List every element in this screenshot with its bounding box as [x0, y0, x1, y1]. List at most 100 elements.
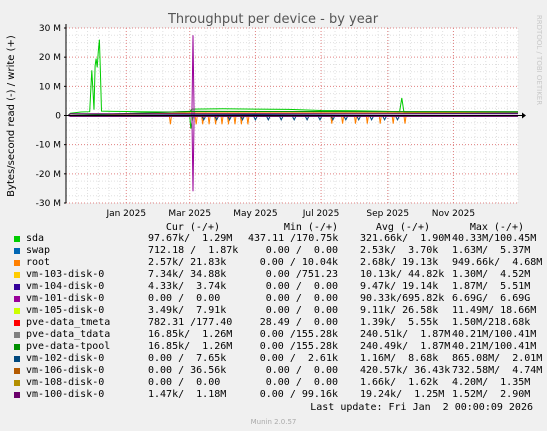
legend-min: 0.00 / 0.00: [265, 365, 338, 376]
legend-avg: 1.16M/ 8.68k: [360, 353, 439, 364]
legend-swatch: [14, 356, 20, 362]
legend-name: sda: [26, 233, 45, 244]
legend-name: vm-104-disk-0: [26, 281, 105, 292]
x-tick-label: Mar 2025: [168, 209, 211, 219]
legend-swatch: [14, 332, 20, 338]
legend-max: 1.52M/ 2.90M: [452, 389, 531, 400]
legend-name: vm-106-disk-0: [26, 365, 105, 376]
legend-avg: 10.13k/ 44.82k: [360, 269, 445, 280]
legend-row: root 2.57k/ 21.83k 0.00 / 10.04k 2.68k/ 19.…: [0, 257, 547, 269]
legend-row: vm-103-disk-0 7.34k/ 34.88k 0.00 /751.23 10…: [0, 269, 547, 281]
legend-swatch: [14, 236, 20, 242]
legend-min: 0.00 / 2.61k: [259, 353, 338, 364]
legend-row: vm-106-disk-0 0.00 / 36.56k 0.00 / 0.00 420…: [0, 365, 547, 377]
legend-row: vm-102-disk-0 0.00 / 7.65k 0.00 / 2.61k 1.1…: [0, 353, 547, 365]
legend-row: vm-105-disk-0 3.49k/ 7.91k 0.00 / 0.00 9.11…: [0, 305, 547, 317]
legend-min: 437.11 /170.75k: [248, 233, 339, 244]
legend-cur: 2.57k/ 21.83k: [148, 257, 227, 268]
legend-min: 0.00 / 0.00: [265, 245, 338, 256]
legend-max: 1.30M/ 4.52M: [452, 269, 531, 280]
legend-max: 949.66k/ 4.68M: [452, 257, 543, 268]
x-tick-label: Nov 2025: [432, 209, 475, 219]
legend-cur: 0.00 / 0.00: [148, 377, 221, 388]
legend-name: pve-data_tmeta: [26, 317, 111, 328]
legend-row: pve-data_tdata 16.85k/ 1.26M 0.00 /155.28k…: [0, 329, 547, 341]
legend-min: 0.00 / 10.04k: [259, 257, 338, 268]
last-update: Last update: Fri Jan 2 00:00:09 2026: [310, 402, 533, 413]
legend-avg: 2.68k/ 19.13k: [360, 257, 439, 268]
legend-avg: 9.47k/ 19.14k: [360, 281, 439, 292]
legend-max: 4.20M/ 1.35M: [452, 377, 531, 388]
legend-cur: 3.49k/ 7.91k: [148, 305, 227, 316]
legend-min: 0.00 / 0.00: [265, 377, 338, 388]
legend-cur: 0.00 / 36.56k: [148, 365, 227, 376]
legend-max: 1.87M/ 5.51M: [452, 281, 531, 292]
x-axis-arrow: [522, 112, 526, 119]
legend-swatch: [14, 260, 20, 266]
legend-min: 0.00 / 0.00: [265, 281, 338, 292]
legend-swatch: [14, 272, 20, 278]
legend-header: Cur (-/+) Min (-/+) Avg (-/+) Max (-/+): [0, 222, 547, 234]
legend-swatch: [14, 248, 20, 254]
legend-max: 40.33M/100.45M: [452, 233, 537, 244]
y-tick-label: 0: [55, 112, 61, 122]
legend-avg: 90.33k/695.82k: [360, 293, 445, 304]
legend-swatch: [14, 308, 20, 314]
legend-row: vm-100-disk-0 1.47k/ 1.18M 0.00 / 99.16k 19…: [0, 389, 547, 401]
legend-cur: 1.47k/ 1.18M: [148, 389, 227, 400]
legend-cur: 16.85k/ 1.26M: [148, 329, 233, 340]
legend-cur: 97.67k/ 1.29M: [148, 233, 233, 244]
legend-avg: 9.11k/ 26.58k: [360, 305, 439, 316]
chart-title: Throughput per device - by year: [167, 12, 379, 27]
axes: Jan 2025 Mar 2025 May 2025 Jul 2025 Sep 2025…: [36, 24, 526, 219]
legend-avg: 321.66k/ 1.90M: [360, 233, 451, 244]
legend-name: vm-101-disk-0: [26, 293, 105, 304]
legend-min: 0.00 /751.23: [265, 269, 338, 280]
legend-header-max: Max (-/+): [469, 222, 524, 233]
legend-cur: 0.00 / 7.65k: [148, 353, 227, 364]
legend-min: 28.49 / 0.00: [259, 317, 338, 328]
legend-cur: 16.85k/ 1.26M: [148, 341, 233, 352]
legend-avg: 19.24k/ 1.25M: [360, 389, 445, 400]
legend-avg: 1.66k/ 1.62k: [360, 377, 439, 388]
legend-name: vm-100-disk-0: [26, 389, 105, 400]
legend-name: swap: [26, 245, 51, 256]
legend-cur: 782.31 /177.40: [148, 317, 233, 328]
y-tick-label: -10 M: [36, 141, 61, 151]
legend-swatch: [14, 284, 20, 290]
munin-version: Munin 2.0.57: [250, 418, 297, 426]
legend-row: vm-108-disk-0 0.00 / 0.00 0.00 / 0.00 1.66k…: [0, 377, 547, 389]
legend-row: pve-data_tmeta 782.31 /177.40 28.49 / 0.00…: [0, 317, 547, 329]
legend-row: swap 712.18 / 1.87k 0.00 / 0.00 2.53k/ 3.70…: [0, 245, 547, 257]
y-tick-label: 10 M: [39, 82, 61, 92]
legend-swatch: [14, 344, 20, 350]
legend-cur: 712.18 / 1.87k: [148, 245, 239, 256]
y-tick-label: 30 M: [39, 24, 61, 34]
legend-max: 732.58M/ 4.74M: [452, 365, 543, 376]
y-tick-label: -20 M: [36, 170, 61, 180]
legend-min: 0.00 /155.28k: [259, 341, 338, 352]
legend-avg: 1.39k/ 5.55k: [360, 317, 439, 328]
legend-min: 0.00 / 0.00: [265, 293, 338, 304]
y-tick-label: 20 M: [39, 53, 61, 63]
legend-min: 0.00 / 99.16k: [259, 389, 338, 400]
legend-max: 6.69G/ 6.69G: [452, 293, 531, 304]
legend-swatch: [14, 368, 20, 374]
legend-row: pve-data-tpool 16.85k/ 1.26M 0.00 /155.28k…: [0, 341, 547, 353]
legend-name: pve-data_tdata: [26, 329, 111, 340]
legend-cur: 4.33k/ 3.74k: [148, 281, 227, 292]
legend-min: 0.00 / 0.00: [265, 305, 338, 316]
legend-name: root: [26, 257, 51, 268]
x-tick-label: Jul 2025: [302, 209, 340, 219]
legend-avg: 2.53k/ 3.70k: [360, 245, 439, 256]
legend-max: 40.21M/100.41M: [452, 329, 537, 340]
legend-swatch: [14, 380, 20, 386]
rrdtool-side-label: RRDTOOL / TOBI OETIKER: [535, 15, 543, 105]
legend-name: vm-105-disk-0: [26, 305, 105, 316]
y-axis-label: Bytes/second read (-) / write (+): [6, 35, 17, 197]
legend-max: 1.63M/ 5.37M: [452, 245, 531, 256]
legend-name: vm-103-disk-0: [26, 269, 105, 280]
legend-swatch: [14, 296, 20, 302]
legend-max: 40.21M/100.41M: [452, 341, 537, 352]
